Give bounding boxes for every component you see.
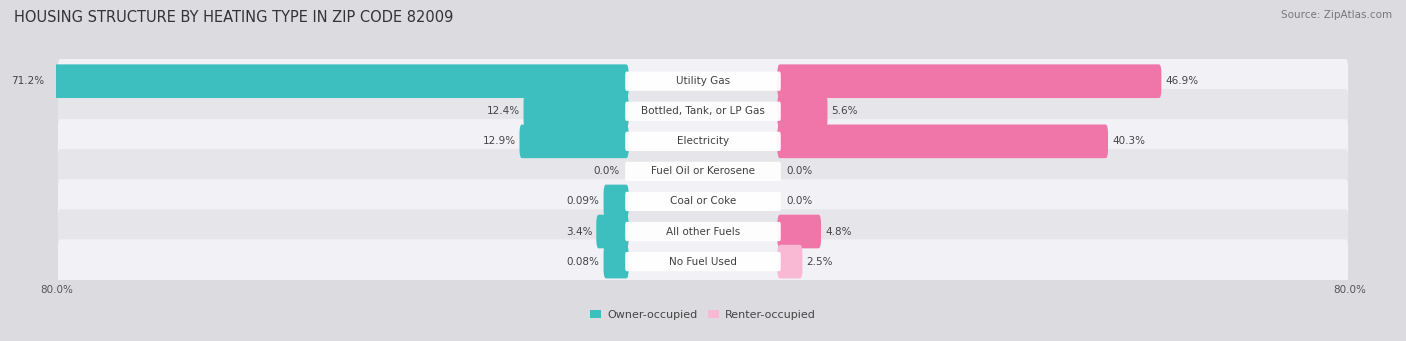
FancyBboxPatch shape [626, 252, 780, 271]
Text: HOUSING STRUCTURE BY HEATING TYPE IN ZIP CODE 82009: HOUSING STRUCTURE BY HEATING TYPE IN ZIP… [14, 10, 453, 25]
Text: Bottled, Tank, or LP Gas: Bottled, Tank, or LP Gas [641, 106, 765, 116]
Text: 0.08%: 0.08% [567, 256, 599, 267]
Text: 0.0%: 0.0% [786, 166, 813, 176]
Text: Source: ZipAtlas.com: Source: ZipAtlas.com [1281, 10, 1392, 20]
Text: Utility Gas: Utility Gas [676, 76, 730, 86]
Legend: Owner-occupied, Renter-occupied: Owner-occupied, Renter-occupied [586, 305, 820, 324]
Text: 4.8%: 4.8% [825, 226, 852, 237]
FancyBboxPatch shape [519, 124, 628, 158]
Text: 2.5%: 2.5% [807, 256, 832, 267]
FancyBboxPatch shape [58, 59, 1348, 103]
FancyBboxPatch shape [626, 222, 780, 241]
FancyBboxPatch shape [58, 179, 1348, 224]
FancyBboxPatch shape [778, 245, 803, 278]
FancyBboxPatch shape [596, 215, 628, 248]
Text: 0.0%: 0.0% [786, 196, 813, 206]
Text: 0.0%: 0.0% [593, 166, 620, 176]
FancyBboxPatch shape [58, 119, 1348, 164]
Text: No Fuel Used: No Fuel Used [669, 256, 737, 267]
FancyBboxPatch shape [626, 132, 780, 151]
FancyBboxPatch shape [58, 89, 1348, 134]
FancyBboxPatch shape [626, 192, 780, 211]
FancyBboxPatch shape [58, 149, 1348, 194]
Text: 46.9%: 46.9% [1166, 76, 1198, 86]
Text: 40.3%: 40.3% [1112, 136, 1144, 146]
FancyBboxPatch shape [523, 94, 628, 128]
FancyBboxPatch shape [778, 64, 1161, 98]
FancyBboxPatch shape [48, 64, 628, 98]
Text: 5.6%: 5.6% [831, 106, 858, 116]
Text: Electricity: Electricity [676, 136, 730, 146]
Text: All other Fuels: All other Fuels [666, 226, 740, 237]
Text: 12.4%: 12.4% [486, 106, 519, 116]
FancyBboxPatch shape [778, 94, 828, 128]
Text: 12.9%: 12.9% [482, 136, 516, 146]
Text: 0.09%: 0.09% [567, 196, 599, 206]
FancyBboxPatch shape [58, 209, 1348, 254]
FancyBboxPatch shape [626, 72, 780, 91]
Text: Fuel Oil or Kerosene: Fuel Oil or Kerosene [651, 166, 755, 176]
FancyBboxPatch shape [603, 184, 628, 218]
Text: 71.2%: 71.2% [11, 76, 44, 86]
Text: Coal or Coke: Coal or Coke [669, 196, 737, 206]
Text: 3.4%: 3.4% [565, 226, 592, 237]
FancyBboxPatch shape [626, 162, 780, 181]
FancyBboxPatch shape [626, 102, 780, 121]
FancyBboxPatch shape [603, 245, 628, 278]
FancyBboxPatch shape [778, 215, 821, 248]
FancyBboxPatch shape [778, 124, 1108, 158]
FancyBboxPatch shape [58, 239, 1348, 284]
